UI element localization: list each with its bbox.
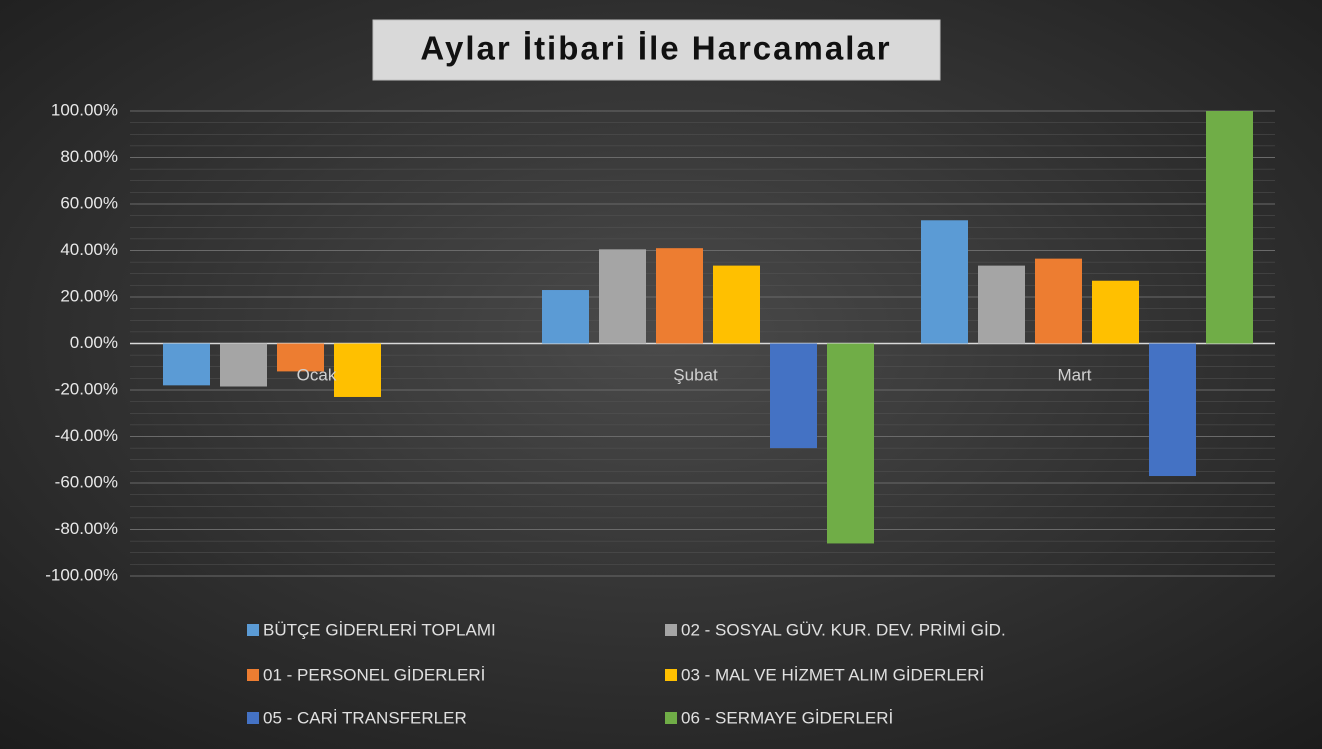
legend-swatch [665,712,677,724]
bar [542,290,589,344]
x-tick-label: Ocak [297,365,337,384]
bars [163,111,1253,544]
y-tick-label: -40.00% [55,426,118,445]
y-tick-label: 80.00% [60,147,118,166]
legend-label: 06 - SERMAYE GİDERLERİ [681,708,893,727]
bar [1149,343,1196,477]
x-tick-label: Mart [1058,365,1092,384]
title-box [372,19,941,81]
y-tick-label: 20.00% [60,286,118,305]
bar [220,343,267,387]
legend-swatch [247,712,259,724]
bar [656,248,703,344]
legend-swatch [247,669,259,681]
y-tick-label: 100.00% [51,100,118,119]
legend-label: 05 - CARİ TRANSFERLER [263,708,467,727]
y-tick-label: -100.00% [45,565,118,584]
bar [334,343,381,397]
bar [599,249,646,344]
legend-swatch [665,624,677,636]
labels: 100.00% 80.00% 60.00% 40.00% 20.00% 0.00% -20.… [45,100,1092,727]
legend-label: BÜTÇE GİDERLERİ TOPLAMI [263,620,496,639]
bar [1206,111,1253,344]
bar [978,265,1025,344]
legend-label: 02 - SOSYAL GÜV. KUR. DEV. PRİMİ GİD. [681,620,1006,639]
legend-swatch [665,669,677,681]
y-tick-label: 40.00% [60,240,118,259]
bar [921,220,968,344]
y-tick-label: 60.00% [60,193,118,212]
bar [770,343,817,449]
y-tick-label: -60.00% [55,472,118,491]
x-tick-label: Şubat [673,365,718,384]
bar [713,265,760,344]
y-tick-label: -20.00% [55,379,118,398]
legend-label: 01 - PERSONEL GİDERLERİ [263,665,485,684]
legend-swatch [247,624,259,636]
bar [163,343,210,386]
bar [1035,258,1082,344]
bar [277,343,324,372]
chart-title: Aylar İtibari İle Harcamalar [420,30,891,67]
y-tick-label: 0.00% [70,333,118,352]
legend-label: 03 - MAL VE HİZMET ALIM GİDERLERİ [681,665,984,684]
bar [827,343,874,544]
bar [1092,280,1139,344]
grid [130,110,1275,577]
y-tick-label: -80.00% [55,519,118,538]
